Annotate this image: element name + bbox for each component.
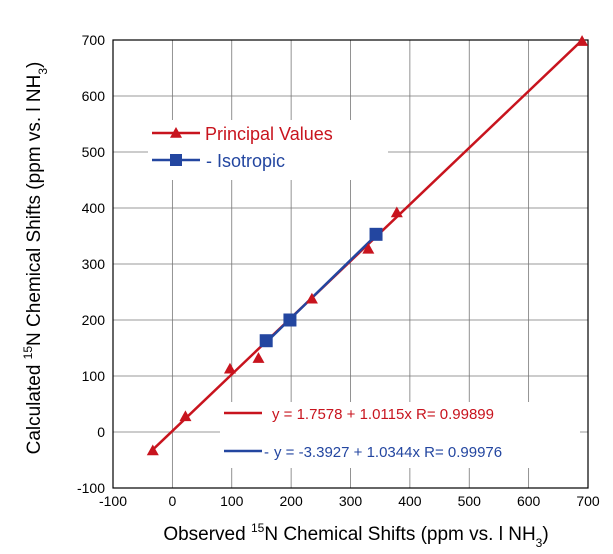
legend-isotropic-label: - Isotropic (206, 151, 285, 171)
principal-value-point (305, 292, 318, 304)
fit-line-isotropic (265, 234, 377, 344)
y-tick-label: 400 (82, 200, 106, 216)
legend-principal-label: Principal Values (205, 124, 333, 144)
x-axis-title-sup: 15 (251, 521, 265, 535)
plot-frame (112, 39, 589, 489)
isotropic-point (369, 227, 383, 241)
isotropic-point (259, 334, 273, 348)
y-axis-title: Calculated 15N Chemical Shifts (ppm vs. … (21, 62, 50, 455)
x-axis-title: Observed 15N Chemical Shifts (ppm vs. l … (163, 521, 548, 550)
x-axis-title-mid: N Chemical Shifts (ppm vs. l NH (264, 524, 535, 545)
principal-value-point (390, 206, 403, 218)
x-axis-title-pre: Observed (163, 524, 251, 545)
y-tick-label: 200 (82, 312, 106, 328)
x-tick-label: 600 (517, 493, 541, 509)
x-tick-label: 500 (458, 493, 482, 509)
y-tick-label: 700 (82, 32, 106, 48)
isotropic-point (283, 313, 297, 327)
x-tick-label: -100 (99, 493, 127, 509)
x-tick-label: 0 (168, 493, 176, 509)
data-points (146, 35, 589, 456)
x-tick-label: 300 (339, 493, 363, 509)
y-axis-ticks: -100 0 100 200 300 400 500 600 700 (77, 32, 105, 496)
y-tick-label: 0 (97, 424, 105, 440)
x-tick-label: 700 (576, 493, 600, 509)
y-tick-label: -100 (77, 480, 105, 496)
principal-value-point (252, 352, 265, 363)
principal-value-point (362, 242, 375, 254)
y-tick-label: 600 (82, 88, 106, 104)
y-axis-title-sub: 3 (36, 68, 50, 75)
fit-legend: y = 1.7578 + 1.0115x R= 0.99899 - y = -3… (220, 402, 580, 468)
fit-legend-blue-prefix: - (264, 444, 269, 461)
y-axis-title-post: ) (24, 62, 45, 68)
principal-value-point (146, 444, 159, 456)
legend: Principal Values - Isotropic (148, 120, 388, 180)
principal-value-point (576, 35, 589, 46)
legend-background (148, 120, 388, 180)
legend-principal-marker (170, 127, 182, 138)
x-tick-label: 400 (398, 493, 422, 509)
x-axis-ticks: -100 0 100 200 300 400 500 600 700 (99, 493, 600, 509)
legend-isotropic-marker (170, 154, 182, 166)
y-tick-label: 500 (82, 144, 106, 160)
x-axis-title-sub: 3 (536, 536, 543, 550)
y-axis-title-mid: N Chemical Shifts (ppm vs. l NH (24, 75, 45, 346)
x-axis-title-post: ) (542, 524, 548, 545)
y-tick-label: 300 (82, 256, 106, 272)
fit-legend-blue-label: y = -3.3927 + 1.0344x R= 0.99976 (274, 444, 502, 461)
y-axis-title-sup: 15 (21, 346, 35, 360)
y-axis-title-pre: Calculated (24, 359, 45, 454)
x-tick-label: 200 (279, 493, 303, 509)
principal-value-point (223, 362, 236, 374)
fit-legend-red-label: y = 1.7578 + 1.0115x R= 0.99899 (272, 406, 494, 423)
fit-legend-background (220, 402, 580, 468)
principal-value-point (179, 410, 192, 422)
y-tick-label: 100 (82, 368, 106, 384)
x-tick-label: 100 (220, 493, 244, 509)
